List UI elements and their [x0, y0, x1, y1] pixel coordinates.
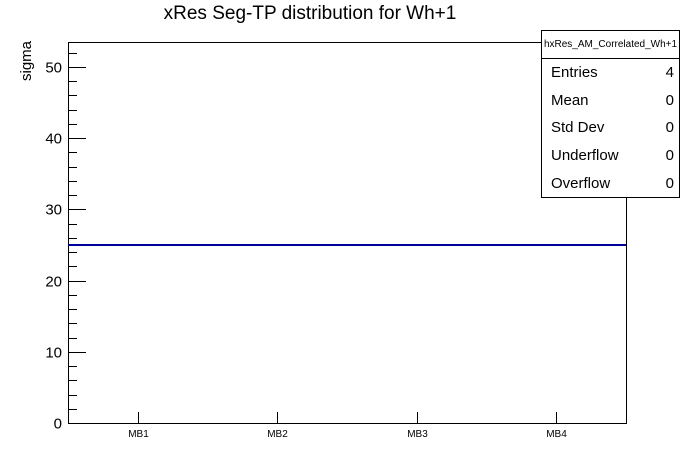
y-tick-label: 0: [54, 416, 62, 433]
y-tick-label: 10: [45, 345, 62, 362]
stats-box-title: hxRes_AM_Correlated_Wh+1: [542, 31, 679, 59]
x-tick-label: MB1: [128, 429, 149, 440]
x-tick-label: MB4: [546, 429, 567, 440]
stat-label: Std Dev: [551, 119, 605, 137]
stat-label: Underflow: [551, 147, 619, 165]
x-tick-label: MB3: [407, 429, 428, 440]
stat-value: 4: [665, 64, 674, 82]
stat-label: Overflow: [551, 174, 611, 192]
x-tick-label: MB2: [267, 429, 288, 440]
y-tick-label: 20: [45, 274, 62, 291]
stat-value: 0: [665, 174, 674, 192]
stat-label: Mean: [551, 91, 589, 109]
stats-row-std-dev: Std Dev 0: [542, 114, 679, 142]
stat-value: 0: [665, 119, 674, 137]
stats-row-underflow: Underflow 0: [542, 142, 679, 170]
y-tick-label: 50: [45, 60, 62, 77]
stat-value: 0: [665, 147, 674, 165]
stats-rows: Entries 4 Mean 0 Std Dev 0 Underflow 0 Overflow 0: [542, 59, 679, 197]
y-tick-label: 40: [45, 131, 62, 148]
stat-value: 0: [665, 91, 674, 109]
stats-row-entries: Entries 4: [542, 59, 679, 87]
stats-row-mean: Mean 0: [542, 87, 679, 115]
plot-frame: [68, 42, 627, 424]
chart-title: xRes Seg-TP distribution for Wh+1: [163, 3, 457, 24]
y-tick-label: 30: [45, 202, 62, 219]
stats-box: hxRes_AM_Correlated_Wh+1 Entries 4 Mean 0 St…: [541, 30, 680, 198]
stats-row-overflow: Overflow 0: [542, 169, 679, 197]
stat-label: Entries: [551, 64, 598, 82]
